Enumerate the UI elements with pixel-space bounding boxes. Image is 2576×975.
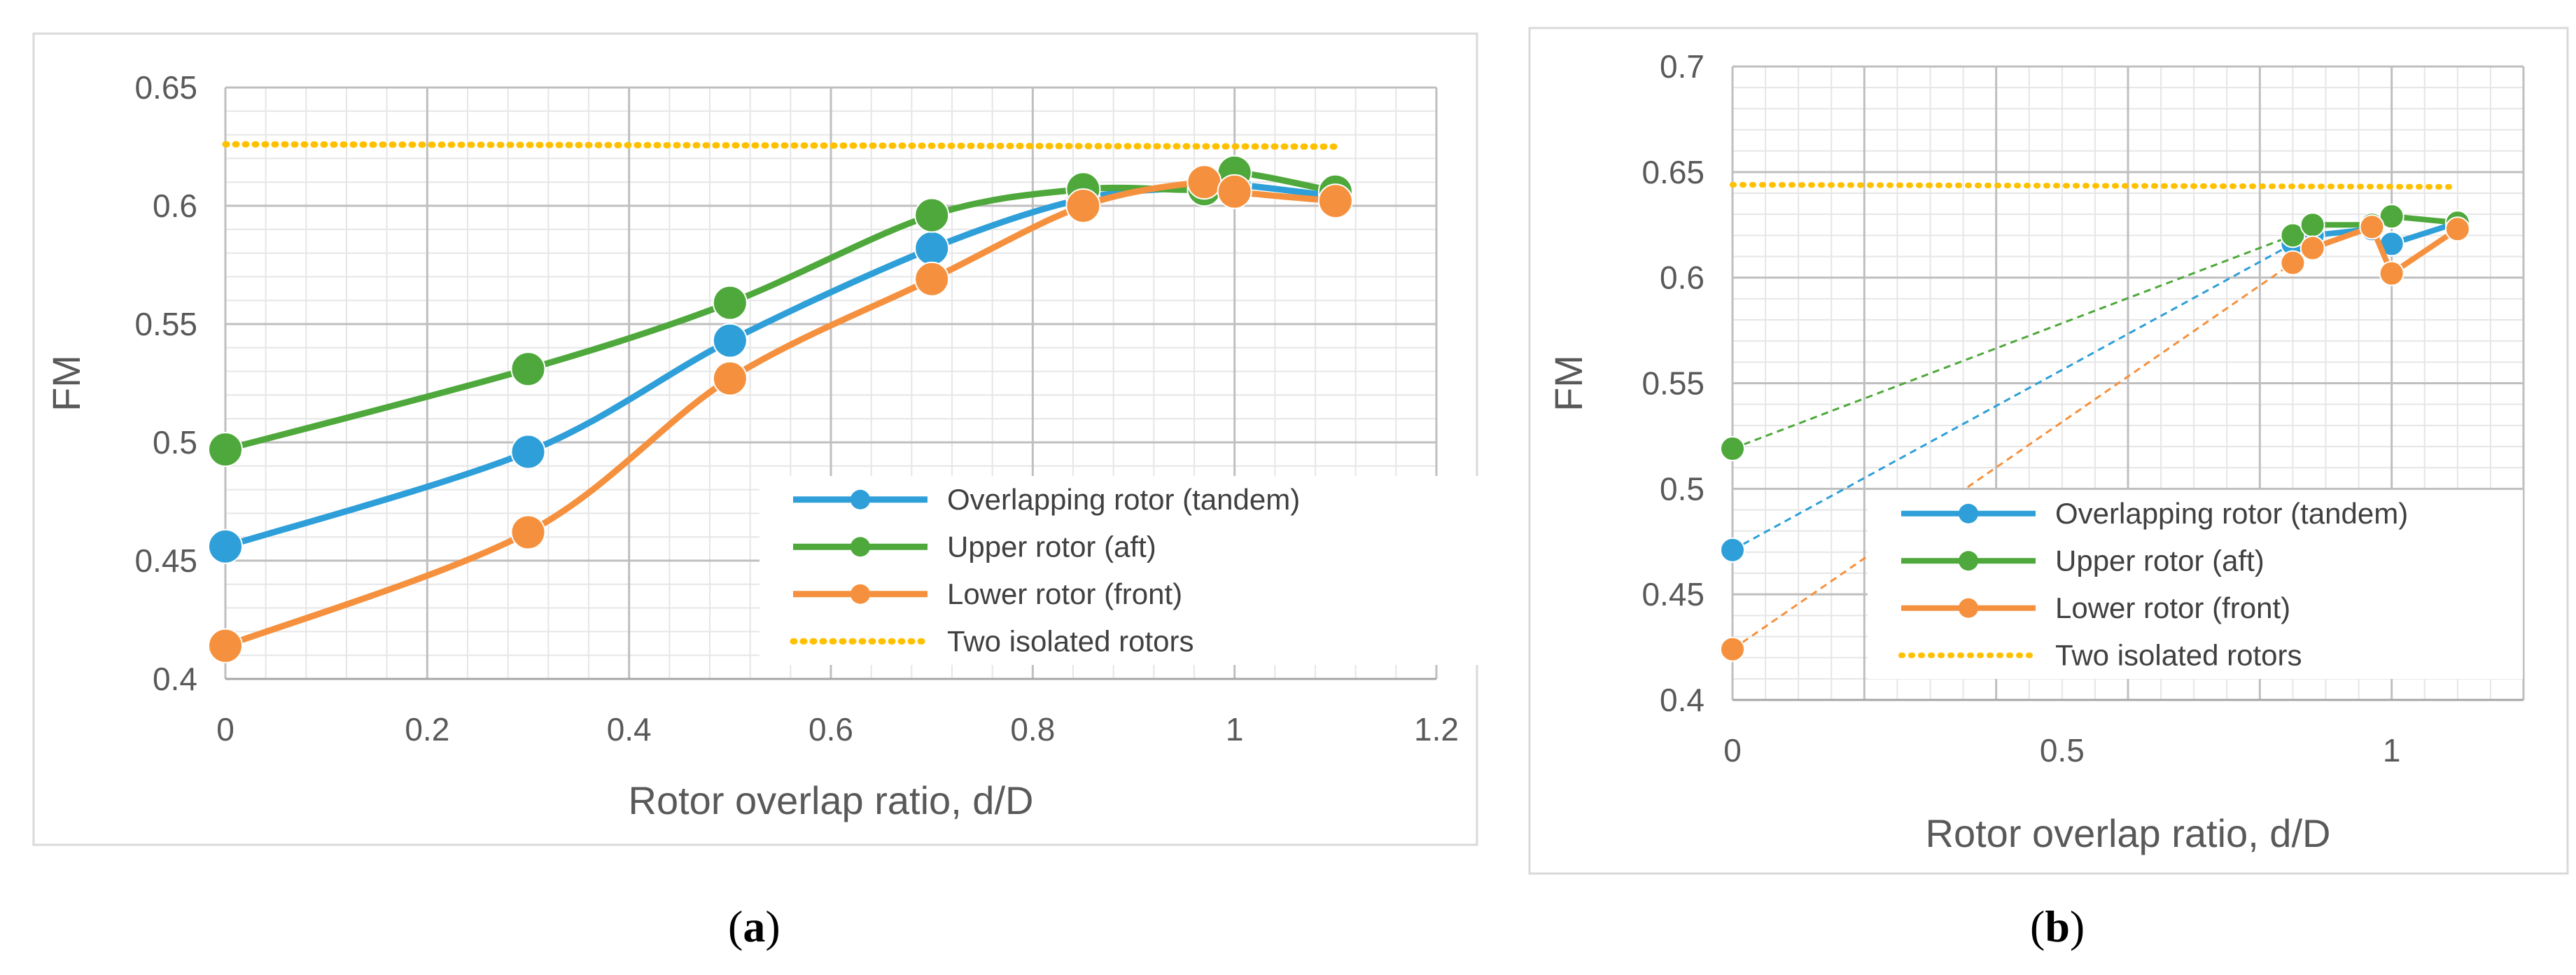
legend-label: Overlapping rotor (tandem): [947, 483, 1300, 516]
y-tick-label: 0.7: [1660, 48, 1704, 85]
x-tick-label: 0: [1723, 732, 1742, 769]
data-point: [510, 351, 546, 387]
y-tick-label: 0.5: [153, 424, 197, 461]
caption-letter: a: [743, 902, 765, 951]
legend-label: Lower rotor (front): [947, 577, 1182, 610]
legend-box: [1868, 490, 2523, 679]
y-tick-label: 0.65: [1642, 154, 1704, 190]
caption-open-paren: (: [728, 902, 743, 951]
y-tick-label: 0.55: [134, 306, 197, 342]
data-point: [1720, 537, 1745, 563]
x-tick-label: 1: [1226, 711, 1244, 748]
data-point: [1186, 164, 1222, 200]
series-two-isolated-rotors: [1730, 181, 2460, 190]
data-point: [2280, 223, 2306, 248]
series-lower-rotor-front: [1720, 214, 2470, 662]
data-point: [2379, 260, 2404, 286]
y-tick-label: 0.55: [1642, 365, 1704, 402]
chart-frame: [32, 32, 1478, 846]
y-tick-label: 0.4: [153, 661, 197, 697]
caption-open-paren: (: [2030, 902, 2045, 951]
series-lower-rotor-front: [208, 164, 1353, 664]
data-point: [208, 628, 243, 664]
data-point: [1065, 188, 1101, 223]
caption-letter: b: [2045, 902, 2070, 951]
data-point: [1317, 183, 1353, 219]
x-tick-label: 0.6: [808, 711, 853, 748]
data-point: [2300, 212, 2325, 238]
isolated-rotors-line: [1730, 181, 2460, 190]
x-tick-label: 0.2: [405, 711, 449, 748]
x-axis-title: Rotor overlap ratio, d/D: [1926, 811, 2331, 855]
data-point: [1720, 636, 1745, 662]
y-tick-label: 0.5: [1660, 470, 1704, 507]
data-point: [510, 514, 546, 550]
data-point: [712, 285, 748, 321]
data-point: [208, 432, 243, 468]
data-point: [712, 323, 748, 358]
chart-panel-b: 0.4 0.45 0.5 0.55 0.6 0.65 0.7 0 0.5 1 Rotor overl…: [1528, 27, 2569, 951]
data-point: [2444, 216, 2470, 242]
panel-caption: (b): [2030, 902, 2085, 951]
y-tick-label: 0.65: [134, 69, 197, 106]
y-tick-label: 0.6: [153, 188, 197, 224]
data-point: [2300, 235, 2325, 261]
legend-label: Lower rotor (front): [2055, 591, 2290, 624]
data-point: [208, 528, 243, 564]
x-tick-label: 0.5: [2040, 732, 2085, 769]
legend-label: Two isolated rotors: [947, 624, 1194, 657]
x-tick-label: 1: [2383, 732, 2401, 769]
isolated-rotors-line: [222, 141, 1339, 150]
legend-label: Two isolated rotors: [2055, 638, 2302, 671]
legend-label: Upper rotor (aft): [2055, 544, 2264, 577]
data-point: [914, 230, 950, 266]
y-tick-label: 0.6: [1660, 260, 1704, 296]
legend-swatch-marker: [850, 537, 870, 557]
x-tick-label: 0: [216, 711, 234, 748]
caption-close-paren: ): [2070, 902, 2085, 951]
legend-label: Upper rotor (aft): [947, 530, 1156, 563]
legend-swatch-marker: [1959, 551, 1978, 571]
data-point: [1720, 436, 1745, 462]
data-point: [914, 261, 950, 297]
y-tick-label: 0.45: [1642, 576, 1704, 612]
legend-swatch-marker: [850, 584, 870, 604]
data-point: [2280, 250, 2306, 276]
legend-swatch-marker: [850, 489, 870, 510]
data-point: [2359, 214, 2385, 240]
y-tick-label: 0.45: [134, 542, 197, 579]
legend-swatch-marker: [1959, 503, 1978, 524]
x-tick-label: 1.2: [1414, 711, 1459, 748]
legend-label: Overlapping rotor (tandem): [2055, 497, 2408, 530]
x-axis-title: Rotor overlap ratio, d/D: [629, 778, 1034, 822]
data-point: [712, 360, 748, 396]
y-axis-title: FM: [1546, 355, 1590, 412]
chart-frame: [1528, 27, 2569, 875]
legend-swatch-marker: [1959, 598, 1978, 618]
chart-panel-a: 0.4 0.45 0.5 0.55 0.6 0.65 0 0.2 0.4 0.6 0.8 1 1.2 Ro…: [32, 32, 1754, 951]
series-two-isolated-rotors: [222, 141, 1339, 150]
data-point: [510, 434, 546, 470]
x-tick-label: 0.4: [607, 711, 652, 748]
data-point: [914, 197, 950, 233]
panel-caption: (a): [728, 902, 780, 951]
data-point: [1217, 174, 1252, 209]
series-dashed-connector: [1732, 234, 2293, 450]
series-dashed-connector: [1732, 262, 2294, 650]
y-tick-label: 0.4: [1660, 682, 1704, 718]
data-point: [2379, 204, 2404, 230]
y-axis-title: FM: [44, 355, 88, 412]
caption-close-paren: ): [765, 902, 780, 951]
legend: Overlapping rotor (tandem) Upper rotor (a…: [1868, 490, 2523, 679]
x-tick-label: 0.8: [1010, 711, 1055, 748]
